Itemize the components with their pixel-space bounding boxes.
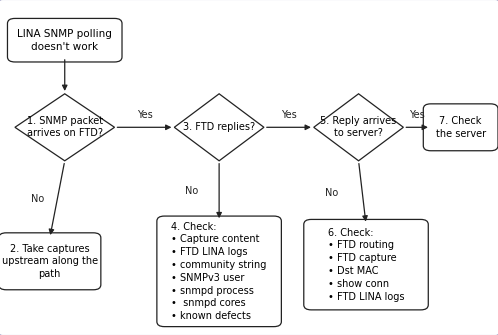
Text: Yes: Yes — [281, 110, 297, 120]
Text: No: No — [325, 188, 338, 198]
Polygon shape — [15, 94, 115, 161]
Text: LINA SNMP polling
doesn't work: LINA SNMP polling doesn't work — [17, 29, 112, 52]
Text: 7. Check
the server: 7. Check the server — [436, 116, 486, 139]
Text: 3. FTD replies?: 3. FTD replies? — [183, 122, 255, 132]
FancyBboxPatch shape — [7, 18, 122, 62]
Text: 6. Check:
• FTD routing
• FTD capture
• Dst MAC
• show conn
• FTD LINA logs: 6. Check: • FTD routing • FTD capture • … — [328, 228, 404, 302]
Text: No: No — [185, 186, 198, 196]
Text: 2. Take captures
upstream along the
path: 2. Take captures upstream along the path — [1, 244, 98, 279]
Text: 5. Reply arrives
to server?: 5. Reply arrives to server? — [320, 116, 397, 138]
FancyBboxPatch shape — [304, 219, 428, 310]
Text: No: No — [31, 194, 44, 204]
Text: 1. SNMP packet
arrives on FTD?: 1. SNMP packet arrives on FTD? — [27, 116, 103, 138]
FancyBboxPatch shape — [423, 104, 498, 151]
Text: Yes: Yes — [409, 110, 425, 120]
FancyBboxPatch shape — [157, 216, 281, 327]
Text: Yes: Yes — [136, 110, 152, 120]
Polygon shape — [174, 94, 264, 161]
Text: 4. Check:
• Capture content
• FTD LINA logs
• community string
• SNMPv3 user
• s: 4. Check: • Capture content • FTD LINA l… — [171, 221, 267, 321]
Polygon shape — [314, 94, 403, 161]
FancyBboxPatch shape — [0, 233, 101, 290]
